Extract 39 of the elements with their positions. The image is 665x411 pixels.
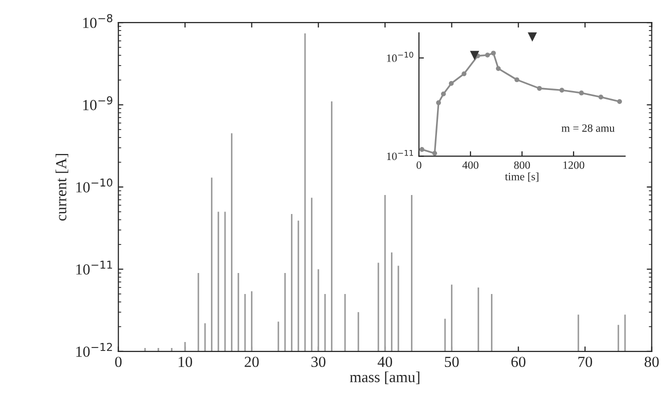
annotation: m = 28 amu <box>562 124 615 132</box>
x-tick-label: 0 <box>416 161 422 169</box>
x-tick-label: 40 <box>378 356 392 368</box>
point <box>514 77 520 82</box>
point <box>617 99 622 104</box>
point <box>490 50 496 56</box>
point <box>485 52 490 58</box>
point <box>448 81 454 86</box>
y-tick-label: 10$^{−11}$ <box>76 260 112 275</box>
point <box>462 71 466 76</box>
point <box>441 92 446 96</box>
x-tick-label: 400 <box>462 161 478 169</box>
x-tick-label: 0 <box>115 356 122 368</box>
x-tick-label: 800 <box>514 161 530 169</box>
point <box>578 90 584 96</box>
y-tick-label: 10$^{−9}$ <box>83 96 112 110</box>
y-tick-label: 10$^{−11}$ <box>387 150 413 160</box>
point <box>559 88 564 93</box>
y-axis-title: current [A] <box>56 154 68 221</box>
x-axis-title: mass [amu] <box>350 372 420 384</box>
point <box>436 100 441 106</box>
y-tick-label: 10$^{−10}$ <box>387 52 414 62</box>
x-axis-title: time [s] <box>505 172 538 182</box>
y-tick-label: 10$^{−8}$ <box>83 14 112 28</box>
x-tick-label: 30 <box>311 356 326 368</box>
y-tick-label: 10$^{−12}$ <box>76 342 112 357</box>
x-tick-label: 60 <box>511 356 526 368</box>
x-tick-label: 20 <box>244 356 259 368</box>
x-tick-label: 70 <box>578 356 592 368</box>
point <box>536 86 542 91</box>
point <box>598 94 604 100</box>
x-tick-label: 10 <box>178 356 192 368</box>
point <box>419 147 424 152</box>
point <box>432 150 438 156</box>
x-tick-label: 50 <box>444 356 459 368</box>
x-tick-label: 1200 <box>563 161 584 169</box>
x-tick-label: 80 <box>644 356 659 368</box>
point <box>496 66 501 71</box>
y-tick-label: 10$^{−10}$ <box>76 178 112 192</box>
